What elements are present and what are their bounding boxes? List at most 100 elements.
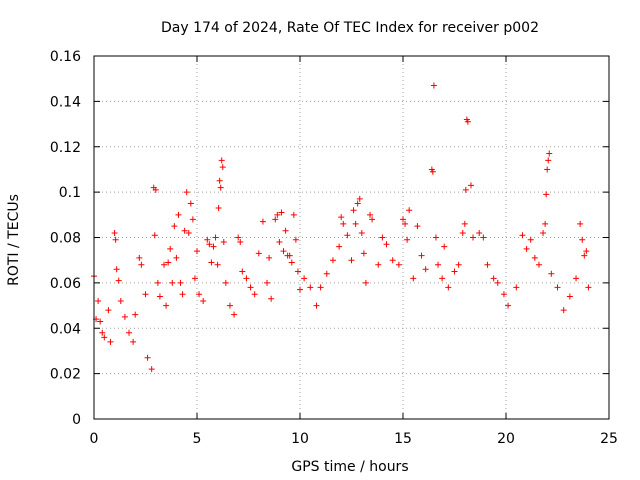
data-point [462,186,469,193]
data-point [400,216,406,223]
data-point [173,254,180,261]
data-point [573,275,580,282]
data-point [583,248,590,255]
data-point [329,257,336,264]
data-point [208,259,215,266]
data-point [144,354,151,361]
data-point [288,259,295,266]
data-point [317,284,324,291]
data-point [239,268,246,275]
data-point [467,182,474,189]
data-point [130,338,137,345]
x-tick-label: 0 [90,431,99,447]
data-point [338,214,345,221]
data-point [476,229,483,236]
data-point [113,266,120,273]
data-point [217,184,224,191]
data-point [546,150,553,157]
data-point [136,254,143,261]
data-point [290,211,297,218]
plot-frame [93,55,610,420]
data-point [266,254,273,261]
data-point [169,279,176,286]
data-point [148,366,155,373]
data-point [464,118,471,125]
y-tick-label: 0.16 [50,49,81,65]
data-point [389,257,396,264]
data-point [560,307,567,314]
data-point [196,291,203,298]
data-point [566,293,573,300]
data-point [581,252,588,259]
data-point [278,209,285,216]
data-point [142,291,149,298]
data-point [247,284,254,291]
data-point [111,229,118,236]
data-point [418,252,425,259]
data-point [414,223,421,230]
data-point [494,279,501,286]
x-tick-label: 15 [394,431,412,447]
data-point [543,191,550,198]
y-tick-label: 0.06 [50,276,81,292]
data-point [313,302,320,309]
data-point [165,259,172,266]
data-point [268,295,275,302]
x-tick-label: 25 [600,431,618,447]
x-tick-label: 5 [193,431,202,447]
data-point [554,284,561,291]
data-point [181,227,188,234]
data-point [404,236,411,243]
data-point [435,261,442,268]
chart-title: Day 174 of 2024, Rate Of TEC Index for r… [161,20,539,36]
data-point [187,200,194,207]
data-point [200,298,207,305]
data-point [545,157,552,164]
data-point [519,232,526,239]
data-point [286,252,293,259]
data-point [307,284,314,291]
data-point [294,268,301,275]
data-point [191,275,198,282]
data-point [222,279,229,286]
data-point [235,234,242,241]
data-point [369,216,376,223]
data-point [422,266,429,273]
data-point [579,236,586,243]
data-point [264,279,271,286]
data-point [185,229,192,236]
y-tick-label: 0.14 [50,94,81,110]
y-axis-label: ROTI / TECUs [6,194,22,286]
data-point [216,177,223,184]
y-tick-label: 0 [72,412,81,428]
data-point [215,205,222,212]
data-point [523,245,530,252]
data-point [402,220,409,227]
data-point [183,189,190,196]
data-point [577,220,584,227]
data-point [540,229,547,236]
data-point [243,275,250,282]
data-point [461,220,468,227]
y-tick-label: 0.08 [50,231,81,247]
data-point [175,211,182,218]
data-point [410,275,417,282]
data-point [531,254,538,261]
data-point [348,257,355,264]
data-point [154,279,161,286]
data-point [105,307,112,314]
data-point [379,234,386,241]
data-point [350,207,357,214]
data-point [513,284,520,291]
data-point [214,261,221,268]
data-point [455,261,462,268]
data-point [429,168,436,175]
data-point [490,275,497,282]
y-tick-label: 0.12 [50,140,81,156]
data-point [117,298,124,305]
data-point [206,241,213,248]
data-point [585,284,592,291]
y-axis: 0 0.02 0.04 0.06 0.08 0.1 0.12 0.14 0.16 [50,49,609,428]
data-point [210,243,217,250]
data-point [451,268,458,275]
